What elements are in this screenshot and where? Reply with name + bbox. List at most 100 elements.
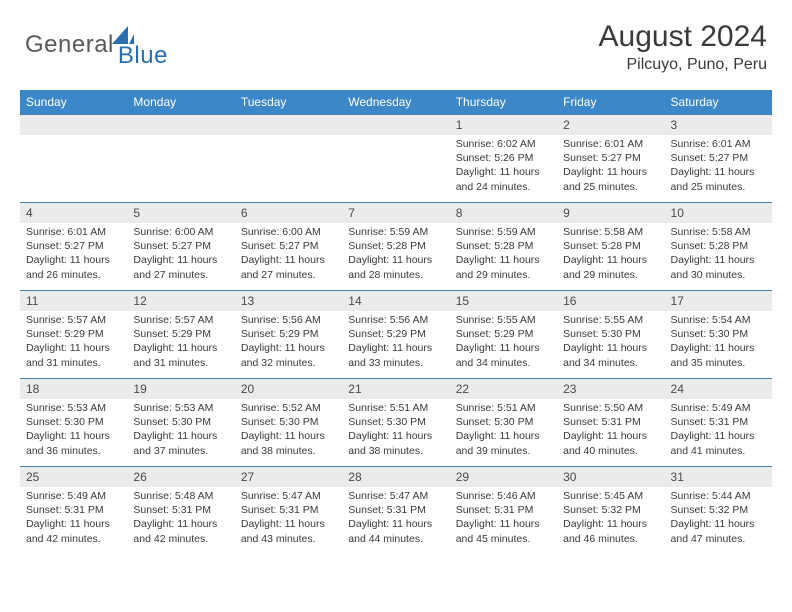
day-body: Sunrise: 5:52 AMSunset: 5:30 PMDaylight:… [235, 399, 342, 462]
sunset-line: Sunset: 5:29 PM [348, 327, 443, 341]
sunset-line: Sunset: 5:27 PM [671, 151, 766, 165]
sunrise-line: Sunrise: 5:49 AM [26, 489, 121, 503]
day-body: Sunrise: 5:59 AMSunset: 5:28 PMDaylight:… [450, 223, 557, 286]
daylight-line: Daylight: 11 hours and 30 minutes. [671, 253, 766, 281]
calendar-cell: 9 Sunrise: 5:58 AMSunset: 5:28 PMDaylight… [557, 203, 664, 291]
calendar-cell: 4Sunrise: 6:01 AMSunset: 5:27 PMDaylight… [20, 203, 127, 291]
day-body: Sunrise: 5:54 AMSunset: 5:30 PMDaylight:… [665, 311, 772, 374]
sunset-line: Sunset: 5:27 PM [26, 239, 121, 253]
daylight-line: Daylight: 11 hours and 28 minutes. [348, 253, 443, 281]
day-number: 1 [456, 118, 463, 132]
day-number: 3 [671, 118, 678, 132]
day-body: Sunrise: 5:56 AMSunset: 5:29 PMDaylight:… [342, 311, 449, 374]
day-number-band: 14 [342, 291, 449, 311]
weekday-header: Tuesday [235, 90, 342, 115]
day-body: Sunrise: 5:48 AMSunset: 5:31 PMDaylight:… [127, 487, 234, 550]
sunset-line: Sunset: 5:29 PM [133, 327, 228, 341]
day-number-band: 21 [342, 379, 449, 399]
sunset-line: Sunset: 5:29 PM [26, 327, 121, 341]
sunrise-line: Sunrise: 5:51 AM [456, 401, 551, 415]
day-body: Sunrise: 5:51 AMSunset: 5:30 PMDaylight:… [342, 399, 449, 462]
day-body: Sunrise: 5:53 AMSunset: 5:30 PMDaylight:… [20, 399, 127, 462]
daylight-line: Daylight: 11 hours and 41 minutes. [671, 429, 766, 457]
sunset-line: Sunset: 5:31 PM [563, 415, 658, 429]
logo: General Blue [25, 20, 168, 70]
day-number-band: 20 [235, 379, 342, 399]
sunset-line: Sunset: 5:30 PM [671, 327, 766, 341]
sunset-line: Sunset: 5:28 PM [456, 239, 551, 253]
sunset-line: Sunset: 5:30 PM [133, 415, 228, 429]
day-number: 9 [563, 206, 570, 220]
sunset-line: Sunset: 5:28 PM [348, 239, 443, 253]
daylight-line: Daylight: 11 hours and 46 minutes. [563, 517, 658, 545]
daylight-line: Daylight: 11 hours and 26 minutes. [26, 253, 121, 281]
sunrise-line: Sunrise: 6:01 AM [563, 137, 658, 151]
sunrise-line: Sunrise: 5:54 AM [671, 313, 766, 327]
sunrise-line: Sunrise: 6:00 AM [133, 225, 228, 239]
daylight-line: Daylight: 11 hours and 27 minutes. [241, 253, 336, 281]
day-number-band: 23 [557, 379, 664, 399]
calendar-cell: 3 Sunrise: 6:01 AMSunset: 5:27 PMDaylight… [665, 115, 772, 203]
day-body: Sunrise: 6:01 AMSunset: 5:27 PMDaylight:… [665, 135, 772, 198]
day-number-band: 16 [557, 291, 664, 311]
daylight-line: Daylight: 11 hours and 24 minutes. [456, 165, 551, 193]
day-body: Sunrise: 5:59 AMSunset: 5:28 PMDaylight:… [342, 223, 449, 286]
day-body: Sunrise: 5:58 AMSunset: 5:28 PMDaylight:… [557, 223, 664, 286]
sunset-line: Sunset: 5:31 PM [456, 503, 551, 517]
sunrise-line: Sunrise: 5:59 AM [348, 225, 443, 239]
day-number-band: 6 [235, 203, 342, 223]
sunset-line: Sunset: 5:27 PM [241, 239, 336, 253]
daylight-line: Daylight: 11 hours and 32 minutes. [241, 341, 336, 369]
calendar-cell: 1Sunrise: 6:02 AMSunset: 5:26 PMDaylight… [450, 115, 557, 203]
day-body: Sunrise: 5:55 AMSunset: 5:30 PMDaylight:… [557, 311, 664, 374]
day-number: 23 [563, 382, 576, 396]
sunset-line: Sunset: 5:32 PM [563, 503, 658, 517]
day-number: 26 [133, 470, 146, 484]
day-number-band [20, 115, 127, 135]
calendar-cell: 2Sunrise: 6:01 AMSunset: 5:27 PMDaylight… [557, 115, 664, 203]
calendar-cell: 24Sunrise: 5:49 AMSunset: 5:31 PMDayligh… [665, 379, 772, 467]
day-body: Sunrise: 5:53 AMSunset: 5:30 PMDaylight:… [127, 399, 234, 462]
daylight-line: Daylight: 11 hours and 25 minutes. [671, 165, 766, 193]
day-number-band: 31 [665, 467, 772, 487]
daylight-line: Daylight: 11 hours and 47 minutes. [671, 517, 766, 545]
day-body: Sunrise: 5:55 AMSunset: 5:29 PMDaylight:… [450, 311, 557, 374]
sunset-line: Sunset: 5:31 PM [241, 503, 336, 517]
calendar-cell: 30Sunrise: 5:45 AMSunset: 5:32 PMDayligh… [557, 467, 664, 555]
logo-text-blue: Blue [118, 42, 168, 70]
day-number-band: 8 [450, 203, 557, 223]
calendar-table: Sunday Monday Tuesday Wednesday Thursday… [20, 90, 772, 555]
sunrise-line: Sunrise: 6:02 AM [456, 137, 551, 151]
sunrise-line: Sunrise: 5:49 AM [671, 401, 766, 415]
sunrise-line: Sunrise: 5:57 AM [26, 313, 121, 327]
day-number-band: 18 [20, 379, 127, 399]
day-number-band: 9 [557, 203, 664, 223]
sunrise-line: Sunrise: 5:53 AM [133, 401, 228, 415]
calendar-row: 11Sunrise: 5:57 AMSunset: 5:29 PMDayligh… [20, 291, 772, 379]
daylight-line: Daylight: 11 hours and 31 minutes. [26, 341, 121, 369]
sunset-line: Sunset: 5:31 PM [671, 415, 766, 429]
day-number: 14 [348, 294, 361, 308]
sunrise-line: Sunrise: 6:01 AM [26, 225, 121, 239]
sunset-line: Sunset: 5:32 PM [671, 503, 766, 517]
day-body: Sunrise: 5:58 AMSunset: 5:28 PMDaylight:… [665, 223, 772, 286]
sunrise-line: Sunrise: 5:48 AM [133, 489, 228, 503]
daylight-line: Daylight: 11 hours and 37 minutes. [133, 429, 228, 457]
sunrise-line: Sunrise: 5:55 AM [563, 313, 658, 327]
sunrise-line: Sunrise: 5:52 AM [241, 401, 336, 415]
weekday-header: Sunday [20, 90, 127, 115]
sunrise-line: Sunrise: 5:46 AM [456, 489, 551, 503]
day-number-band: 3 [665, 115, 772, 135]
daylight-line: Daylight: 11 hours and 35 minutes. [671, 341, 766, 369]
day-number-band: 2 [557, 115, 664, 135]
day-number-band: 25 [20, 467, 127, 487]
sunset-line: Sunset: 5:27 PM [563, 151, 658, 165]
calendar-cell [127, 115, 234, 203]
calendar-body: 1Sunrise: 6:02 AMSunset: 5:26 PMDaylight… [20, 115, 772, 555]
day-number-band: 17 [665, 291, 772, 311]
day-body: Sunrise: 6:01 AMSunset: 5:27 PMDaylight:… [557, 135, 664, 198]
sunset-line: Sunset: 5:30 PM [348, 415, 443, 429]
day-number-band: 15 [450, 291, 557, 311]
calendar-cell: 10Sunrise: 5:58 AMSunset: 5:28 PMDayligh… [665, 203, 772, 291]
day-body: Sunrise: 5:49 AMSunset: 5:31 PMDaylight:… [20, 487, 127, 550]
